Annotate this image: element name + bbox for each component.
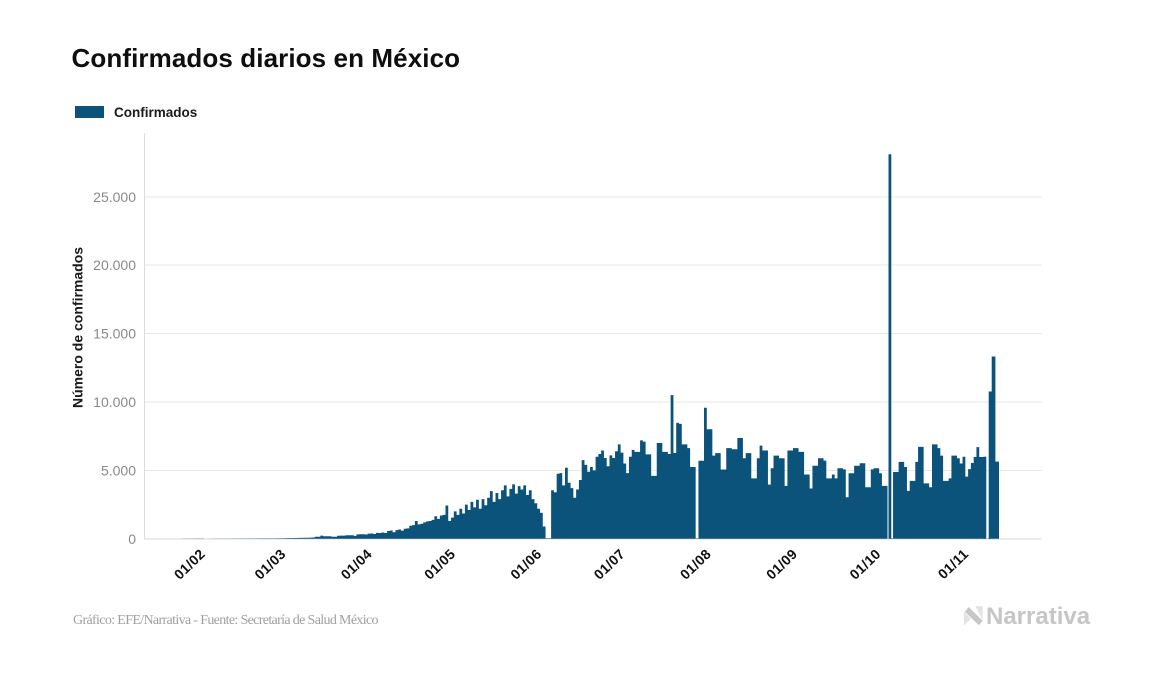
svg-text:Número de confirmados: Número de confirmados (69, 247, 85, 408)
svg-text:01/02: 01/02 (171, 546, 208, 583)
svg-text:0: 0 (128, 531, 136, 547)
svg-text:01/03: 01/03 (251, 546, 288, 583)
svg-text:01/06: 01/06 (507, 546, 544, 583)
svg-text:25.000: 25.000 (93, 189, 136, 205)
svg-text:01/09: 01/09 (763, 546, 800, 583)
svg-text:01/05: 01/05 (421, 546, 458, 583)
svg-text:10.000: 10.000 (93, 394, 136, 410)
svg-text:15.000: 15.000 (93, 326, 136, 342)
svg-text:20.000: 20.000 (93, 257, 136, 273)
svg-text:01/08: 01/08 (677, 546, 714, 583)
svg-text:01/10: 01/10 (846, 546, 883, 583)
svg-text:01/07: 01/07 (590, 546, 627, 583)
svg-text:5.000: 5.000 (101, 462, 136, 478)
svg-text:01/11: 01/11 (935, 546, 972, 582)
svg-text:01/04: 01/04 (337, 546, 374, 583)
